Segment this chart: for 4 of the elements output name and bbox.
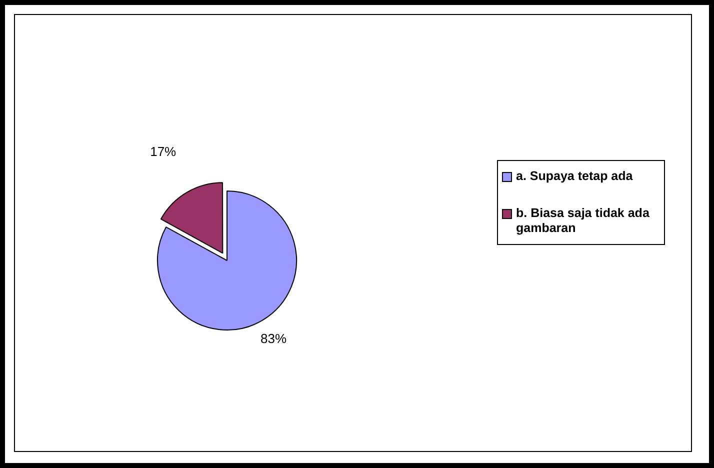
legend-label: a. Supaya tetap ada xyxy=(516,169,633,184)
data-label: 83% xyxy=(260,330,288,346)
data-label: 17% xyxy=(150,144,177,160)
legend-label: b. Biasa saja tidak ada gambaran xyxy=(516,206,650,236)
